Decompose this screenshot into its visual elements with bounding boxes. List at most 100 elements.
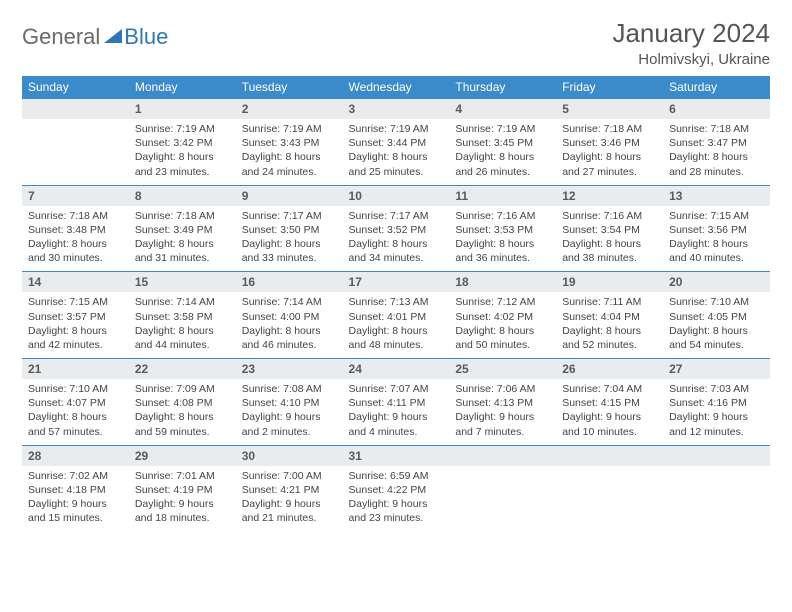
daylight-text: and 15 minutes. [28, 511, 123, 525]
daylight-text: and 4 minutes. [349, 425, 444, 439]
day-cell: Sunrise: 7:16 AMSunset: 3:53 PMDaylight:… [449, 206, 556, 272]
day-cell: Sunrise: 7:13 AMSunset: 4:01 PMDaylight:… [343, 292, 450, 358]
day-cell [449, 466, 556, 532]
daylight-text: and 34 minutes. [349, 251, 444, 265]
day-header: Saturday [663, 76, 770, 99]
day-cell: Sunrise: 7:18 AMSunset: 3:48 PMDaylight:… [22, 206, 129, 272]
day-number: 1 [129, 99, 236, 120]
day-number: 25 [449, 359, 556, 380]
day-cell: Sunrise: 7:18 AMSunset: 3:46 PMDaylight:… [556, 119, 663, 185]
sunrise-text: Sunrise: 7:19 AM [135, 122, 230, 136]
daynum-row: 14151617181920 [22, 272, 770, 293]
day-header: Friday [556, 76, 663, 99]
day-cell: Sunrise: 7:04 AMSunset: 4:15 PMDaylight:… [556, 379, 663, 445]
day-number: 17 [343, 272, 450, 293]
daylight-text: and 59 minutes. [135, 425, 230, 439]
sunrise-text: Sunrise: 7:10 AM [28, 382, 123, 396]
day-cell: Sunrise: 7:17 AMSunset: 3:52 PMDaylight:… [343, 206, 450, 272]
daylight-text: and 23 minutes. [349, 511, 444, 525]
sunset-text: Sunset: 4:22 PM [349, 483, 444, 497]
sunrise-text: Sunrise: 7:11 AM [562, 295, 657, 309]
day-number: 11 [449, 185, 556, 206]
sunset-text: Sunset: 3:42 PM [135, 136, 230, 150]
daynum-row: 123456 [22, 99, 770, 120]
daylight-text: and 18 minutes. [135, 511, 230, 525]
day-cell: Sunrise: 7:10 AMSunset: 4:05 PMDaylight:… [663, 292, 770, 358]
daylight-text: Daylight: 8 hours [135, 324, 230, 338]
sunrise-text: Sunrise: 7:18 AM [28, 209, 123, 223]
day-cell: Sunrise: 7:11 AMSunset: 4:04 PMDaylight:… [556, 292, 663, 358]
day-header: Tuesday [236, 76, 343, 99]
daynum-row: 78910111213 [22, 185, 770, 206]
daylight-text: Daylight: 9 hours [242, 410, 337, 424]
day-number: 16 [236, 272, 343, 293]
sunset-text: Sunset: 4:08 PM [135, 396, 230, 410]
sunrise-text: Sunrise: 7:19 AM [242, 122, 337, 136]
daylight-text: Daylight: 8 hours [135, 410, 230, 424]
day-number: 24 [343, 359, 450, 380]
day-cell [663, 466, 770, 532]
content-row: Sunrise: 7:10 AMSunset: 4:07 PMDaylight:… [22, 379, 770, 445]
day-cell: Sunrise: 7:09 AMSunset: 4:08 PMDaylight:… [129, 379, 236, 445]
sunset-text: Sunset: 4:04 PM [562, 310, 657, 324]
daylight-text: Daylight: 8 hours [242, 324, 337, 338]
sunset-text: Sunset: 4:16 PM [669, 396, 764, 410]
sunrise-text: Sunrise: 7:17 AM [349, 209, 444, 223]
daylight-text: Daylight: 8 hours [349, 150, 444, 164]
logo-text-blue: Blue [124, 24, 168, 50]
daylight-text: Daylight: 8 hours [562, 324, 657, 338]
daylight-text: Daylight: 8 hours [562, 237, 657, 251]
daylight-text: Daylight: 9 hours [455, 410, 550, 424]
day-cell: Sunrise: 7:07 AMSunset: 4:11 PMDaylight:… [343, 379, 450, 445]
title-block: January 2024 Holmivskyi, Ukraine [612, 18, 770, 68]
daylight-text: Daylight: 8 hours [28, 237, 123, 251]
daylight-text: Daylight: 8 hours [455, 237, 550, 251]
day-cell: Sunrise: 7:15 AMSunset: 3:56 PMDaylight:… [663, 206, 770, 272]
sunrise-text: Sunrise: 7:01 AM [135, 469, 230, 483]
sunrise-text: Sunrise: 7:15 AM [669, 209, 764, 223]
sunset-text: Sunset: 3:44 PM [349, 136, 444, 150]
day-cell: Sunrise: 7:08 AMSunset: 4:10 PMDaylight:… [236, 379, 343, 445]
sunrise-text: Sunrise: 7:03 AM [669, 382, 764, 396]
month-title: January 2024 [612, 18, 770, 49]
sunset-text: Sunset: 4:05 PM [669, 310, 764, 324]
day-cell: Sunrise: 7:16 AMSunset: 3:54 PMDaylight:… [556, 206, 663, 272]
day-cell: Sunrise: 7:03 AMSunset: 4:16 PMDaylight:… [663, 379, 770, 445]
day-number: 31 [343, 445, 450, 466]
sunrise-text: Sunrise: 7:00 AM [242, 469, 337, 483]
location: Holmivskyi, Ukraine [612, 51, 770, 68]
sunrise-text: Sunrise: 7:18 AM [562, 122, 657, 136]
daylight-text: and 36 minutes. [455, 251, 550, 265]
day-cell: Sunrise: 7:19 AMSunset: 3:45 PMDaylight:… [449, 119, 556, 185]
day-cell: Sunrise: 7:00 AMSunset: 4:21 PMDaylight:… [236, 466, 343, 532]
daylight-text: Daylight: 8 hours [28, 324, 123, 338]
day-number: 21 [22, 359, 129, 380]
sunset-text: Sunset: 3:46 PM [562, 136, 657, 150]
day-number [22, 99, 129, 120]
day-number: 2 [236, 99, 343, 120]
day-number: 8 [129, 185, 236, 206]
daylight-text: Daylight: 8 hours [669, 150, 764, 164]
sunrise-text: Sunrise: 7:19 AM [349, 122, 444, 136]
day-number: 14 [22, 272, 129, 293]
daylight-text: and 2 minutes. [242, 425, 337, 439]
day-number: 23 [236, 359, 343, 380]
content-row: Sunrise: 7:02 AMSunset: 4:18 PMDaylight:… [22, 466, 770, 532]
daylight-text: and 57 minutes. [28, 425, 123, 439]
day-number: 19 [556, 272, 663, 293]
day-cell: Sunrise: 7:17 AMSunset: 3:50 PMDaylight:… [236, 206, 343, 272]
day-number: 9 [236, 185, 343, 206]
daylight-text: Daylight: 8 hours [349, 324, 444, 338]
daylight-text: Daylight: 8 hours [669, 237, 764, 251]
day-cell: Sunrise: 7:19 AMSunset: 3:42 PMDaylight:… [129, 119, 236, 185]
header: General Blue January 2024 Holmivskyi, Uk… [22, 18, 770, 68]
sunrise-text: Sunrise: 7:10 AM [669, 295, 764, 309]
day-number: 30 [236, 445, 343, 466]
daylight-text: and 54 minutes. [669, 338, 764, 352]
logo-triangle-icon [104, 27, 122, 48]
daylight-text: and 38 minutes. [562, 251, 657, 265]
day-number: 6 [663, 99, 770, 120]
daylight-text: and 48 minutes. [349, 338, 444, 352]
daylight-text: Daylight: 8 hours [455, 150, 550, 164]
day-cell: Sunrise: 7:18 AMSunset: 3:49 PMDaylight:… [129, 206, 236, 272]
